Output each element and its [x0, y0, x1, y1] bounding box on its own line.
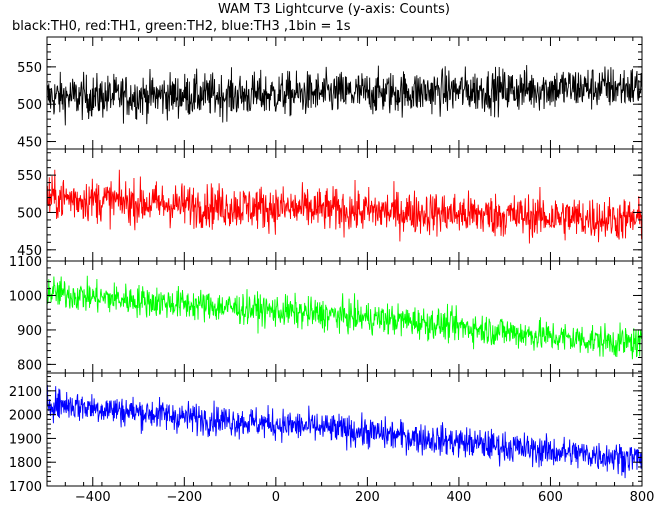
y-tick-label: 900 [17, 324, 42, 339]
x-tick-label: 400 [447, 490, 472, 505]
x-tick-label: 200 [355, 490, 380, 505]
x-tick-label: 800 [630, 490, 655, 505]
series-line-th3 [47, 384, 642, 479]
y-tick-label: 550 [17, 61, 42, 76]
y-tick-label: 1900 [9, 432, 42, 447]
panel-th2: 800 900 1000 1100 [9, 255, 643, 374]
chart-title: WAM T3 Lightcurve (y-axis: Counts) [218, 2, 450, 17]
panel-frame [46, 372, 643, 487]
x-tick-label: −400 [75, 490, 111, 505]
y-tick-label: 500 [17, 98, 42, 113]
panel-th3: 1700 1800 1900 2000 2100 [9, 372, 643, 495]
y-tick-label: 2000 [9, 409, 42, 424]
y-tick-label: 1700 [9, 480, 42, 495]
y-tick-label: 450 [17, 136, 42, 151]
y-tick-label: 450 [17, 244, 42, 259]
y-tick-label: 800 [17, 358, 42, 373]
series-line-th1 [47, 169, 642, 244]
series-line-th2 [47, 275, 642, 360]
x-tick-label: 600 [538, 490, 563, 505]
panel-th1: 450 500 550 [17, 148, 643, 262]
panel-frame [46, 260, 643, 374]
y-tick-label: 500 [17, 206, 42, 221]
chart-subtitle: black:TH0, red:TH1, green:TH2, blue:TH3 … [12, 19, 351, 34]
x-tick-label: 0 [272, 490, 280, 505]
y-tick-label: 1100 [9, 255, 42, 270]
y-tick-label: 1000 [9, 289, 42, 304]
x-axis: −400 −200 0 200 400 600 800 [75, 490, 655, 505]
y-tick-label: 1800 [9, 456, 42, 471]
panels-group: 450 500 550 450 500 550 800 900 1000 1100 1700 1800… [9, 36, 643, 495]
x-tick-label: −200 [166, 490, 202, 505]
panel-th0: 450 500 550 [17, 36, 643, 151]
y-tick-label: 550 [17, 169, 42, 184]
series-line-th0 [47, 65, 642, 126]
y-tick-label: 2100 [9, 385, 42, 400]
